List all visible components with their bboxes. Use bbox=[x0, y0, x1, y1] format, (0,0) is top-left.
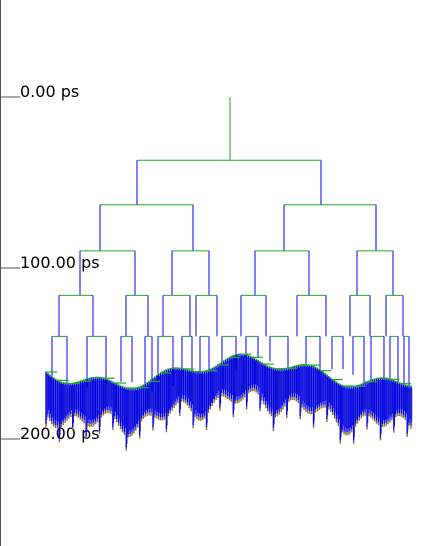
tick-2: 200.00 ps bbox=[0, 424, 100, 443]
clock-tree bbox=[45, 97, 413, 451]
tick-0: 0.00 ps bbox=[0, 82, 79, 101]
tick-label-0: 0.00 ps bbox=[20, 82, 79, 101]
tick-label-1: 100.00 ps bbox=[20, 253, 100, 272]
tick-1: 100.00 ps bbox=[0, 253, 100, 272]
